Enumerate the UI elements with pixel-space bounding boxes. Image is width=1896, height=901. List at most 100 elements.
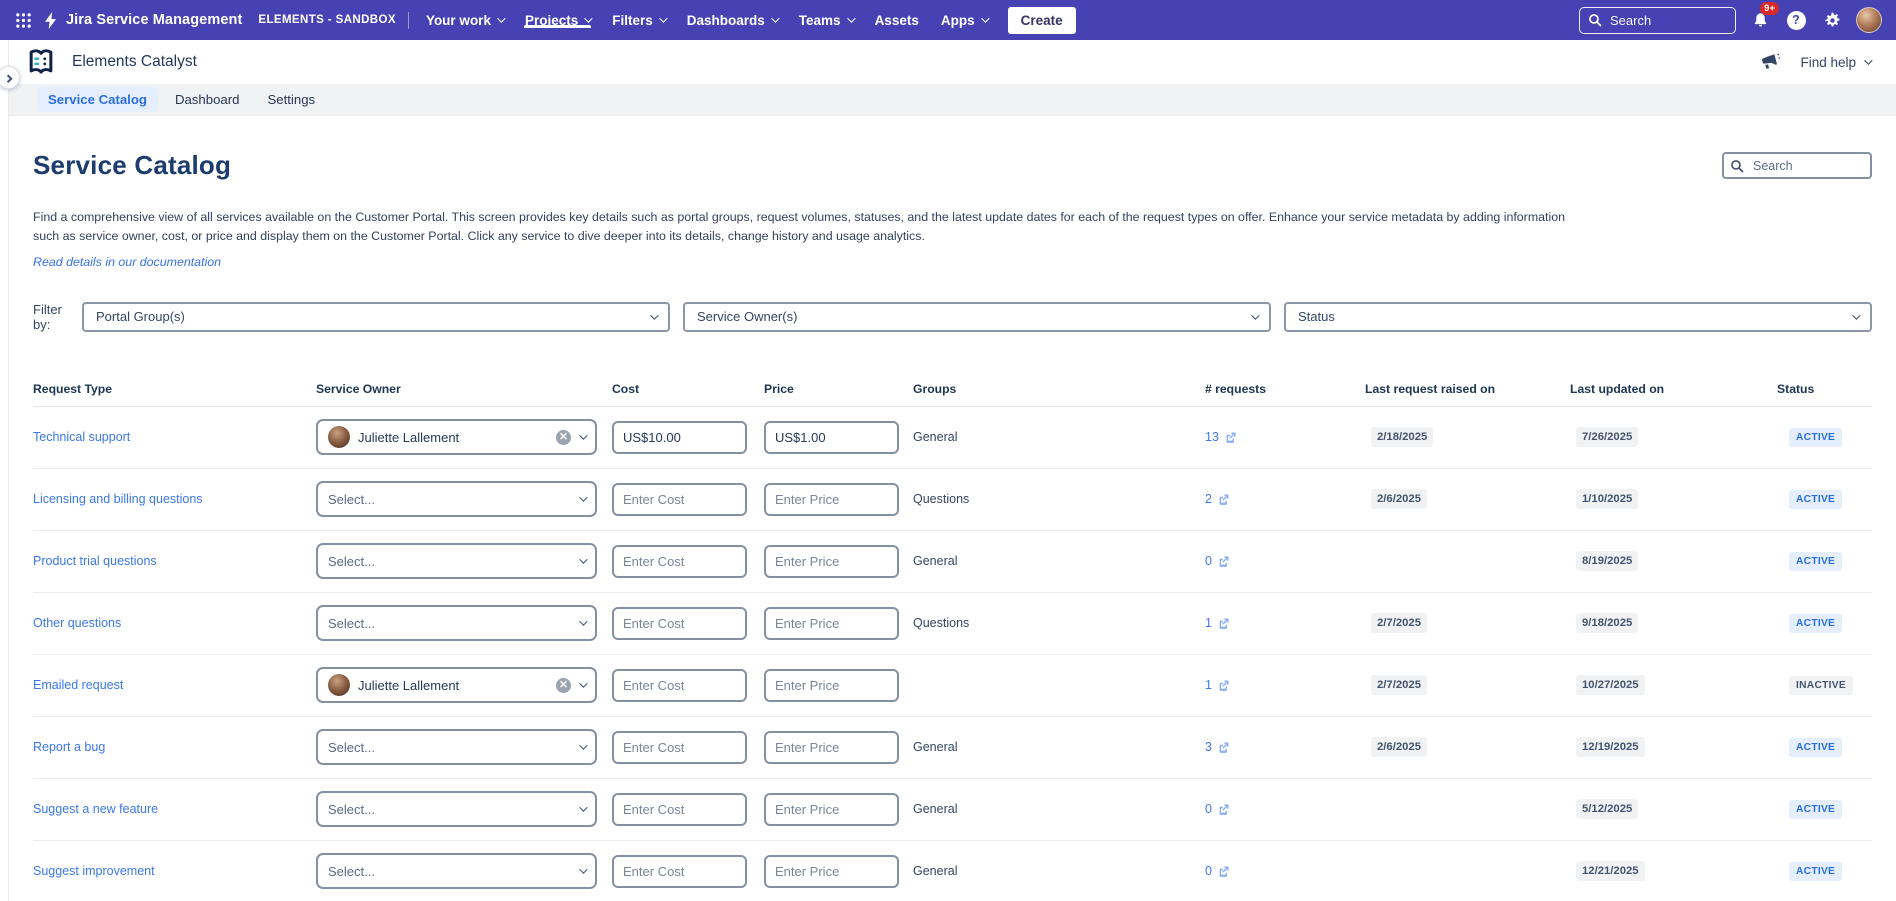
cost-input[interactable] <box>612 420 747 454</box>
request-type-link[interactable]: Technical support <box>33 430 131 445</box>
request-type-link[interactable]: Suggest improvement <box>33 864 155 879</box>
app-switcher-button[interactable] <box>8 5 38 35</box>
cost-input[interactable] <box>612 854 747 888</box>
clear-owner-icon[interactable]: ✕ <box>556 677 571 693</box>
request-type-link[interactable]: Product trial questions <box>33 554 157 569</box>
tab-settings[interactable]: Settings <box>267 92 316 107</box>
price-input[interactable] <box>764 544 899 578</box>
request-type-link[interactable]: Suggest a new feature <box>33 802 159 817</box>
settings-button[interactable] <box>1820 8 1844 32</box>
filter-select-portal-group-s-[interactable]: Portal Group(s) <box>82 301 670 332</box>
groups-cell: Questions <box>913 614 1205 632</box>
chevron-down-icon <box>579 865 588 875</box>
nav-item-apps[interactable]: Apps <box>930 13 998 28</box>
cost-input[interactable] <box>612 668 747 702</box>
cost-input[interactable] <box>612 482 747 516</box>
requests-number[interactable]: 2 <box>1205 492 1212 507</box>
nav-item-dashboards[interactable]: Dashboards <box>676 13 788 28</box>
owner-avatar <box>328 426 350 449</box>
nav-item-teams[interactable]: Teams <box>788 13 864 28</box>
cost-input[interactable] <box>612 606 747 640</box>
external-link-icon[interactable] <box>1217 679 1230 692</box>
create-button[interactable]: Create <box>1007 6 1076 34</box>
global-search-input[interactable] <box>1579 6 1736 34</box>
status-badge: ACTIVE <box>1789 428 1843 448</box>
column-header: Groups <box>913 381 957 396</box>
product-home-link[interactable]: Jira Service Management <box>38 11 252 30</box>
external-link-icon[interactable] <box>1217 741 1230 754</box>
service-owner-cell: Select... ✕ <box>316 605 612 642</box>
price-input[interactable] <box>764 606 899 640</box>
external-link-icon[interactable] <box>1224 431 1237 444</box>
price-cell <box>764 854 913 888</box>
requests-count: 1 <box>1205 678 1365 692</box>
service-owner-select[interactable]: Select... ✕ <box>316 853 597 890</box>
service-owner-select[interactable]: Select... ✕ <box>316 481 597 518</box>
tab-dashboard[interactable]: Dashboard <box>174 92 240 107</box>
external-link-icon[interactable] <box>1217 803 1230 816</box>
requests-number[interactable]: 0 <box>1205 864 1212 879</box>
nav-item-filters[interactable]: Filters <box>601 13 676 28</box>
megaphone-icon[interactable] <box>1759 53 1781 72</box>
request-type-link[interactable]: Licensing and billing questions <box>33 492 203 507</box>
service-owner-select[interactable]: Select... ✕ <box>316 729 597 766</box>
price-input[interactable] <box>764 668 899 702</box>
cost-input[interactable] <box>612 730 747 764</box>
requests-number[interactable]: 1 <box>1205 678 1212 693</box>
filter-select-status[interactable]: Status <box>1284 301 1872 332</box>
price-input[interactable] <box>764 854 899 888</box>
external-link-icon[interactable] <box>1217 865 1230 878</box>
price-input[interactable] <box>764 482 899 516</box>
requests-count: 13 <box>1205 430 1365 444</box>
filter-select-service-owner-s-[interactable]: Service Owner(s) <box>683 301 1271 332</box>
chevron-down-icon <box>579 431 588 441</box>
price-input[interactable] <box>764 792 899 826</box>
table-body: Technical support Juliette Lallement ✕ G… <box>33 407 1872 901</box>
request-type-link[interactable]: Other questions <box>33 616 122 631</box>
service-owner-select[interactable]: Juliette Lallement ✕ <box>316 419 597 456</box>
service-owner-select[interactable]: Select... ✕ <box>316 543 597 580</box>
external-link-icon[interactable] <box>1217 617 1230 630</box>
filter-row: Filter by: Portal Group(s) Service Owner(… <box>33 301 1872 332</box>
request-type-link[interactable]: Report a bug <box>33 740 106 755</box>
table-row: Licensing and billing questions Select..… <box>33 469 1872 531</box>
help-button[interactable]: ? <box>1784 8 1808 32</box>
service-owner-select[interactable]: Select... ✕ <box>316 605 597 642</box>
status-cell: ACTIVE <box>1777 551 1872 572</box>
column-header: # requests <box>1205 381 1266 396</box>
filter-select-value: Status <box>1298 309 1335 325</box>
find-help-dropdown[interactable]: Find help <box>1800 55 1873 70</box>
requests-number[interactable]: 3 <box>1205 740 1212 755</box>
requests-number[interactable]: 0 <box>1205 554 1212 569</box>
price-input[interactable] <box>764 420 899 454</box>
nav-item-projects[interactable]: Projects <box>514 13 601 28</box>
requests-cell: 2 <box>1205 492 1365 506</box>
requests-number[interactable]: 13 <box>1205 430 1219 445</box>
user-avatar[interactable] <box>1856 7 1882 33</box>
requests-cell: 3 <box>1205 740 1365 754</box>
clear-owner-icon[interactable]: ✕ <box>556 429 571 445</box>
expand-sidebar-button[interactable] <box>0 66 20 89</box>
nav-item-assets[interactable]: Assets <box>864 13 930 28</box>
requests-number[interactable]: 1 <box>1205 616 1212 631</box>
service-owner-select[interactable]: Juliette Lallement ✕ <box>316 667 597 704</box>
cost-input[interactable] <box>612 792 747 826</box>
title-row: Service Catalog <box>33 150 1872 181</box>
external-link-icon[interactable] <box>1217 555 1230 568</box>
requests-number[interactable]: 0 <box>1205 802 1212 817</box>
filter-selects: Portal Group(s) Service Owner(s) Status <box>82 301 1872 332</box>
app-header: Elements Catalyst Find help <box>0 40 1896 84</box>
nav-item-your-work[interactable]: Your work <box>415 13 514 28</box>
cost-input[interactable] <box>612 544 747 578</box>
catalog-search-input[interactable] <box>1722 152 1872 179</box>
status-cell: ACTIVE <box>1777 737 1872 758</box>
documentation-link[interactable]: Read details in our documentation <box>33 254 222 269</box>
tab-service-catalog[interactable]: Service Catalog <box>37 87 158 112</box>
external-link-icon[interactable] <box>1217 493 1230 506</box>
notifications-button[interactable] <box>1748 8 1772 32</box>
request-type-link[interactable]: Emailed request <box>33 678 124 693</box>
chevron-down-icon <box>579 679 588 689</box>
price-input[interactable] <box>764 730 899 764</box>
service-owner-select[interactable]: Select... ✕ <box>316 791 597 828</box>
price-cell <box>764 730 913 764</box>
